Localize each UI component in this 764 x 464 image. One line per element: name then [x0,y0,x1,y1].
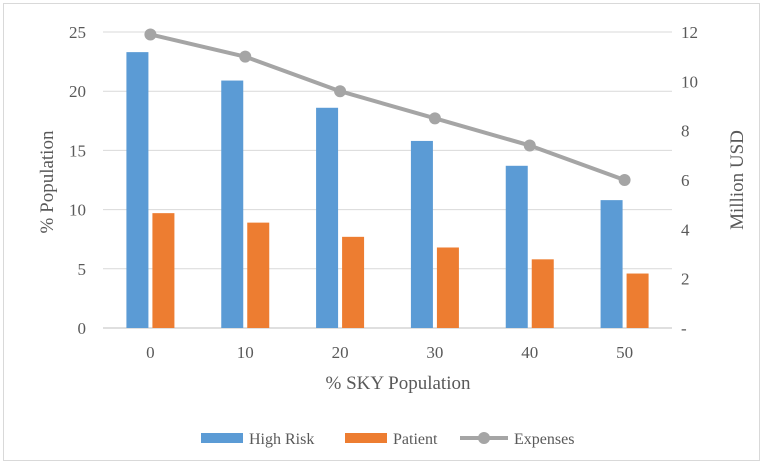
y-axis-title: % Population [37,130,58,233]
legend-swatch-patient [345,433,387,443]
bars [126,52,649,329]
gridlines [103,31,672,329]
bar-high-risk [126,52,149,329]
x-tick-label: 10 [237,343,254,362]
legend: High Risk Patient Expenses [201,431,574,448]
bar-patient [436,247,459,328]
y2-tick-label: 2 [681,270,690,289]
bar-high-risk [600,200,623,328]
y2-tick-label: - [681,319,687,338]
point-expenses [523,139,536,152]
legend-swatch-high-risk [201,433,243,443]
point-expenses [618,174,631,186]
legend-label-high-risk: High Risk [249,431,314,448]
x-tick-label: 0 [146,343,155,362]
point-expenses [239,50,252,63]
x-tick-label: 40 [521,343,538,362]
y-tick-label: 20 [69,82,86,101]
legend-label-expenses: Expenses [514,431,574,448]
point-expenses [428,112,441,125]
y-tick-label: 10 [69,201,86,220]
x-tick-label: 50 [616,343,633,362]
y-tick-label: 5 [78,260,87,279]
y2-tick-label: 12 [681,23,698,42]
bar-patient [342,236,365,328]
y-tick-label: 0 [78,319,87,338]
bar-patient [247,222,270,328]
legend-label-patient: Patient [393,431,438,448]
bar-patient [531,259,554,328]
bar-high-risk [316,107,339,328]
x-axis-ticks: 0 10 20 30 40 50 [146,343,633,362]
right-axis-ticks: - 2 4 6 8 10 12 [681,23,698,338]
bar-high-risk [505,165,528,328]
x-tick-label: 20 [332,343,349,362]
y2-tick-label: 10 [681,72,698,91]
x-axis-title: % SKY Population [326,373,471,394]
y2-tick-label: 8 [681,122,690,141]
line-expenses [149,32,626,182]
left-axis-ticks: 0 5 10 15 20 25 [69,23,86,338]
point-expenses [144,28,157,41]
y2-axis-title: Million USD [727,130,748,230]
y2-tick-label: 4 [681,220,690,239]
bar-high-risk [410,140,433,328]
point-expenses [334,85,347,98]
y-tick-label: 25 [69,23,86,42]
bar-high-risk [221,80,244,328]
legend-marker-expenses [478,432,490,444]
expenses-line [144,28,631,186]
x-tick-label: 30 [426,343,443,362]
y-tick-label: 15 [69,141,86,160]
bar-patient [152,213,175,328]
y2-tick-label: 6 [681,171,690,190]
bar-patient [626,273,649,328]
